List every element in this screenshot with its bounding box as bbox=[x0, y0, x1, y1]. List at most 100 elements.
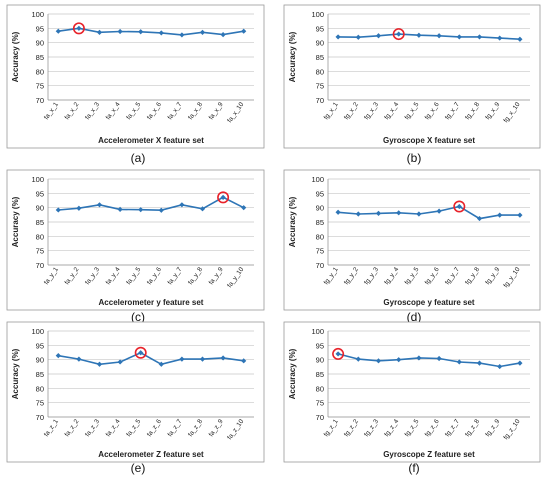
data-point bbox=[76, 356, 82, 362]
data-point bbox=[138, 29, 144, 35]
y-tick-label: 75 bbox=[36, 82, 44, 91]
data-point bbox=[497, 35, 503, 41]
x-axis-label: Gyroscope X feature set bbox=[383, 136, 475, 145]
highlight-circle bbox=[332, 347, 345, 360]
data-point bbox=[179, 32, 185, 38]
data-point bbox=[158, 30, 164, 36]
series-line bbox=[58, 351, 244, 366]
panel-label: (d) bbox=[407, 310, 422, 324]
y-axis-label: Accuracy (%) bbox=[288, 348, 297, 399]
data-point bbox=[220, 355, 226, 361]
x-axis-label: Accelerometer Z feature set bbox=[98, 450, 204, 459]
y-tick-label: 75 bbox=[36, 399, 44, 408]
y-tick-label: 100 bbox=[31, 175, 44, 184]
y-tick-label: 90 bbox=[36, 356, 44, 365]
data-point bbox=[117, 28, 123, 35]
data-point bbox=[76, 205, 82, 211]
data-point bbox=[158, 207, 164, 213]
series-line bbox=[58, 196, 245, 212]
highlight-circle bbox=[453, 200, 466, 213]
data-point bbox=[497, 363, 503, 370]
y-axis-label: Accuracy (%) bbox=[11, 348, 20, 399]
data-point bbox=[517, 212, 523, 218]
data-point bbox=[436, 33, 442, 39]
chart-frame bbox=[283, 4, 541, 149]
data-point bbox=[96, 29, 103, 35]
y-tick-label: 80 bbox=[36, 384, 44, 393]
data-point bbox=[396, 210, 402, 216]
data-point bbox=[355, 211, 361, 217]
y-tick-label: 80 bbox=[36, 232, 44, 241]
chart-frame bbox=[6, 321, 265, 463]
series-line bbox=[338, 205, 520, 220]
data-point bbox=[199, 356, 206, 362]
data-point bbox=[179, 202, 185, 208]
y-tick-label: 100 bbox=[311, 10, 324, 19]
panel-label: (a) bbox=[131, 151, 146, 165]
data-point bbox=[55, 28, 61, 34]
series-line bbox=[337, 353, 521, 368]
x-axis-label: Accelerometer y feature set bbox=[99, 298, 204, 307]
chart-frame bbox=[6, 169, 265, 311]
x-axis-label: Gyroscope y feature set bbox=[383, 298, 474, 307]
data-point bbox=[138, 207, 144, 213]
panel-label: (e) bbox=[131, 461, 146, 475]
data-point bbox=[436, 208, 442, 214]
y-tick-label: 95 bbox=[36, 189, 44, 198]
panel-label: (f) bbox=[408, 461, 419, 475]
y-tick-label: 100 bbox=[31, 327, 44, 336]
data-point bbox=[241, 358, 247, 364]
highlight-circle bbox=[217, 191, 230, 204]
y-tick-label: 95 bbox=[316, 24, 324, 33]
panel-label: (c) bbox=[131, 310, 145, 324]
chart-frame bbox=[6, 4, 265, 149]
data-point bbox=[476, 215, 483, 222]
data-point bbox=[76, 25, 82, 31]
y-tick-label: 95 bbox=[36, 24, 44, 33]
x-axis-label: Gyroscope Z feature set bbox=[383, 450, 475, 459]
data-point bbox=[241, 205, 247, 211]
data-point bbox=[416, 355, 422, 361]
highlight-circle bbox=[392, 28, 405, 41]
y-tick-label: 95 bbox=[316, 189, 324, 198]
data-point bbox=[96, 202, 103, 208]
data-point bbox=[55, 353, 61, 359]
y-tick-label: 100 bbox=[311, 327, 324, 336]
y-tick-label: 80 bbox=[316, 384, 324, 393]
y-tick-label: 90 bbox=[36, 204, 44, 213]
y-tick-label: 80 bbox=[316, 67, 324, 76]
y-tick-label: 100 bbox=[311, 175, 324, 184]
data-point bbox=[456, 203, 462, 210]
data-point bbox=[96, 361, 103, 367]
data-point bbox=[199, 206, 206, 212]
data-point bbox=[117, 206, 123, 212]
data-point bbox=[179, 356, 185, 362]
y-tick-label: 70 bbox=[36, 261, 44, 270]
y-tick-label: 70 bbox=[36, 413, 44, 422]
y-axis-label: Accuracy (%) bbox=[11, 31, 20, 82]
y-tick-label: 90 bbox=[36, 39, 44, 48]
y-tick-label: 70 bbox=[36, 96, 44, 105]
series-line bbox=[338, 33, 520, 40]
y-tick-label: 70 bbox=[316, 413, 324, 422]
y-tick-label: 80 bbox=[316, 232, 324, 241]
data-point bbox=[158, 361, 164, 367]
highlight-circle bbox=[72, 22, 85, 35]
data-point bbox=[456, 34, 462, 40]
y-tick-label: 75 bbox=[316, 82, 324, 91]
y-tick-label: 70 bbox=[316, 261, 324, 270]
y-tick-label: 95 bbox=[36, 341, 44, 350]
y-tick-label: 90 bbox=[316, 356, 324, 365]
series-line bbox=[58, 27, 244, 36]
y-axis-label: Accuracy (%) bbox=[288, 31, 297, 82]
data-point bbox=[335, 34, 341, 40]
data-point bbox=[517, 360, 523, 366]
y-axis-label: Accuracy (%) bbox=[11, 196, 20, 247]
